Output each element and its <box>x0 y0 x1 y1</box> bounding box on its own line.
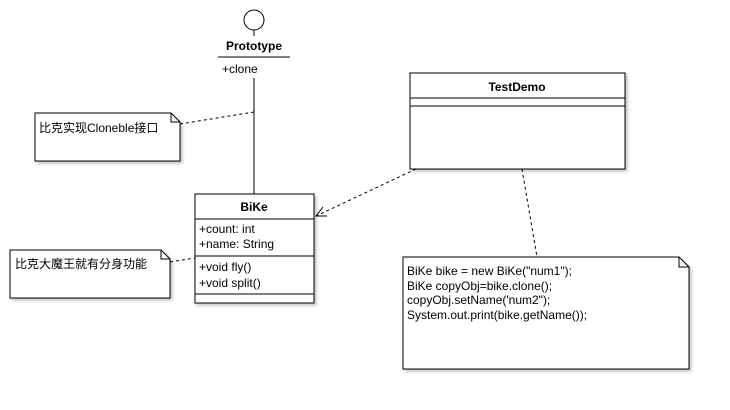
interface-lollipop-circle <box>243 9 265 31</box>
bike-class[interactable]: BiKe +count: int +name: String +void fly… <box>194 193 315 304</box>
testdemo-name: TestDemo <box>488 80 545 94</box>
note-code[interactable]: BiKe bike = new BiKe("num1"); BiKe copyO… <box>402 256 690 370</box>
dependency-arrow <box>314 168 417 217</box>
note-split-fold <box>160 250 170 260</box>
note-code-line-3: copyObj.setName('num2"); <box>407 293 550 307</box>
note-split-link <box>169 257 196 263</box>
note-cloneable-shape <box>34 112 181 162</box>
dependency-arrowhead <box>314 206 327 217</box>
note-split[interactable]: 比克大魔王就有分身功能 <box>9 249 171 299</box>
note-cloneable-link <box>179 111 255 125</box>
testdemo-class[interactable]: TestDemo <box>409 72 626 170</box>
bike-attribute-count: +count: int <box>199 222 255 236</box>
note-code-line-1: BiKe bike = new BiKe("num1"); <box>407 264 572 278</box>
interface-name: Prototype <box>226 39 282 53</box>
bike-operation-split: +void split() <box>199 276 261 290</box>
testdemo-box <box>409 72 626 170</box>
bike-name: BiKe <box>240 200 268 214</box>
note-code-fold <box>678 257 689 268</box>
note-cloneable[interactable]: 比克实现Cloneble接口 <box>34 112 181 162</box>
bike-box <box>194 193 315 304</box>
note-code-line-2: BiKe copyObj=bike.clone(); <box>407 279 552 293</box>
note-split-shape <box>9 249 171 299</box>
note-split-text: 比克大魔王就有分身功能 <box>15 256 147 271</box>
dependency-line <box>315 168 417 217</box>
prototype-interface[interactable]: Prototype +clone <box>218 9 290 76</box>
note-code-line-4: System.out.print(bike.getName()); <box>407 308 587 322</box>
interface-operation: +clone <box>222 62 258 76</box>
note-code-link <box>521 168 538 258</box>
note-code-shape <box>402 256 690 370</box>
bike-attribute-name: +name: String <box>199 237 274 251</box>
note-cloneable-text: 比克实现Cloneble接口 <box>39 120 158 135</box>
note-cloneable-fold <box>170 113 180 123</box>
bike-operation-fly: +void fly() <box>199 260 251 274</box>
